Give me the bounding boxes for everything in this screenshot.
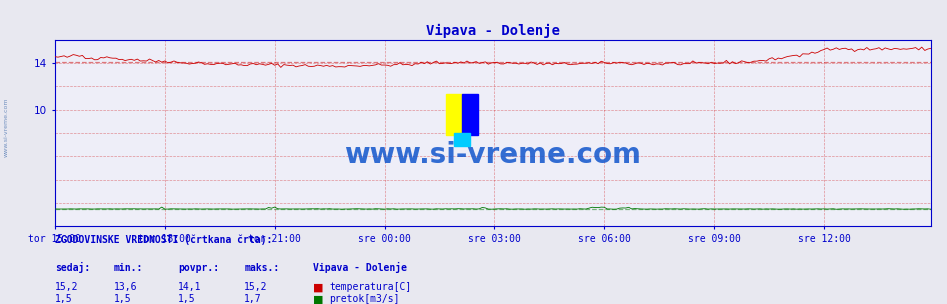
Bar [455, 133, 470, 146]
Text: 1,7: 1,7 [244, 295, 262, 304]
Text: 13,6: 13,6 [114, 282, 137, 292]
Text: 14,1: 14,1 [178, 282, 202, 292]
Bar [446, 94, 462, 135]
Text: 1,5: 1,5 [55, 295, 73, 304]
Text: www.si-vreme.com: www.si-vreme.com [345, 141, 641, 169]
Text: povpr.:: povpr.: [178, 263, 219, 273]
Text: ■: ■ [313, 282, 323, 292]
Text: ■: ■ [313, 295, 323, 304]
Text: sedaj:: sedaj: [55, 261, 90, 273]
Text: min.:: min.: [114, 263, 143, 273]
Text: 1,5: 1,5 [178, 295, 196, 304]
Text: pretok[m3/s]: pretok[m3/s] [330, 295, 400, 304]
Bar [462, 94, 478, 135]
Text: temperatura[C]: temperatura[C] [330, 282, 412, 292]
Text: 1,5: 1,5 [114, 295, 132, 304]
Text: www.si-vreme.com: www.si-vreme.com [4, 98, 9, 157]
Text: maks.:: maks.: [244, 263, 279, 273]
Text: ZGODOVINSKE VREDNOSTI (črtkana črta):: ZGODOVINSKE VREDNOSTI (črtkana črta): [55, 235, 273, 245]
Text: Vipava - Dolenje: Vipava - Dolenje [313, 261, 406, 273]
Text: 15,2: 15,2 [244, 282, 268, 292]
Title: Vipava - Dolenje: Vipava - Dolenje [426, 24, 560, 38]
Text: 15,2: 15,2 [55, 282, 79, 292]
